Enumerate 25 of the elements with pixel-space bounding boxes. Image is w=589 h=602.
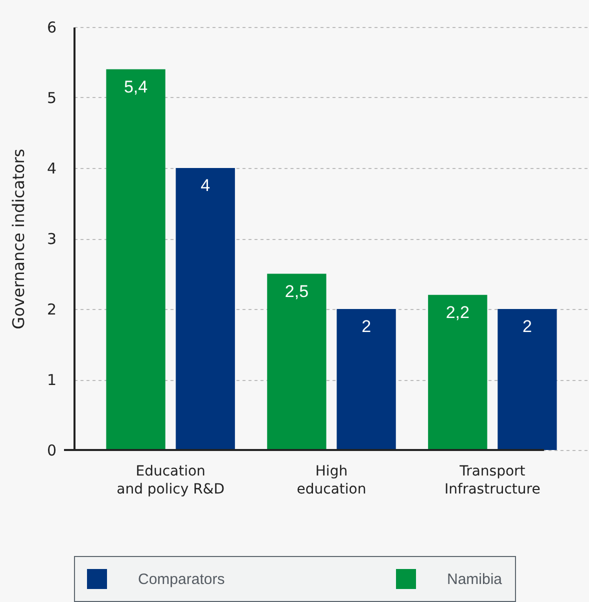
data-label: 2	[522, 317, 532, 336]
x-tick-label: High education	[296, 464, 366, 498]
y-tick-label: 3	[46, 230, 56, 248]
legend-label: Namibia	[447, 571, 503, 588]
bar	[267, 274, 326, 450]
y-tick-label: 1	[46, 371, 56, 389]
bar	[106, 69, 166, 450]
bar	[336, 309, 396, 450]
x-tick-label: Education and policy R&D	[116, 464, 225, 498]
y-tick-label: 6	[46, 18, 56, 36]
data-label: 2,2	[446, 302, 470, 322]
data-label: 2	[362, 317, 372, 336]
data-label: 4	[200, 176, 210, 195]
y-tick-label: 0	[46, 442, 56, 460]
x-tick-label: Transport Infrastructure	[444, 464, 540, 498]
bar	[176, 168, 235, 450]
bar	[428, 294, 488, 450]
y-tick-label: 2	[46, 300, 56, 318]
y-tick-label: 5	[46, 89, 56, 107]
y-tick-label: 4	[46, 160, 56, 178]
legend-label: Comparators	[138, 571, 225, 588]
data-label: 5,4	[124, 77, 148, 96]
data-label: 2,5	[284, 282, 309, 301]
bar	[498, 309, 557, 450]
y-axis-title: Governance indicators	[8, 148, 28, 330]
